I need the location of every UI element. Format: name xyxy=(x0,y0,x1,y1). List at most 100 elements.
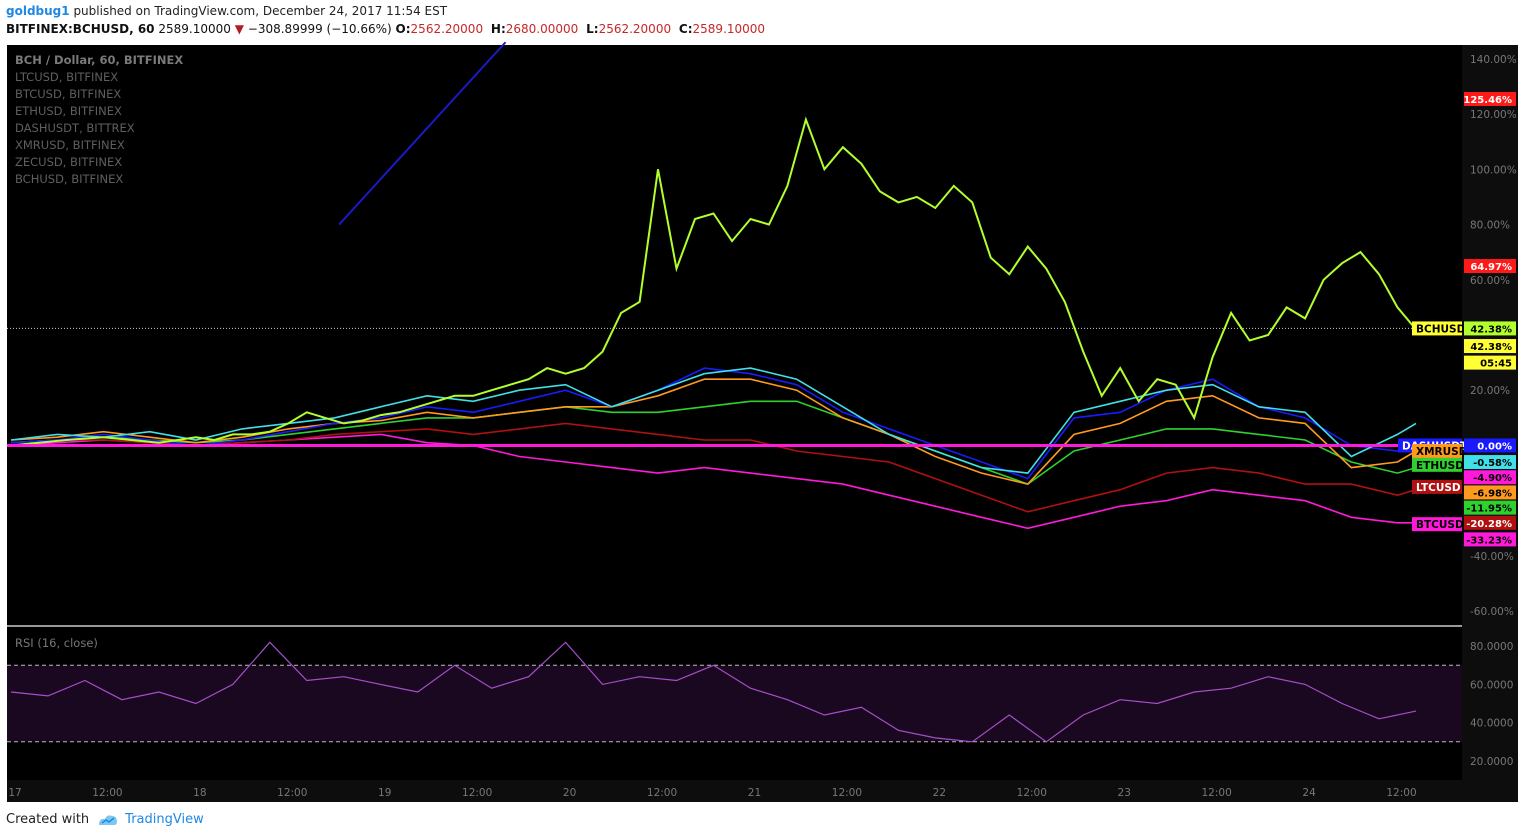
x-tick-label: 12:00 xyxy=(832,787,862,799)
y-tick-label: -40.00% xyxy=(1470,551,1514,563)
price-marker: 42.38% xyxy=(1470,324,1512,335)
x-tick-label: 18 xyxy=(193,787,206,799)
published-text: published on TradingView.com, December 2… xyxy=(73,4,448,18)
series-tag-ethusd: ETHUSD xyxy=(1416,460,1464,472)
price-marker-bg xyxy=(1464,355,1516,370)
rsi-line xyxy=(10,641,1417,743)
series-tag-bchusd: BCHUSD xyxy=(1416,323,1466,335)
legend-item: DASHUSDT, BITTREX xyxy=(15,121,135,135)
x-tick-label: 12:00 xyxy=(92,787,122,799)
price-axis-bg xyxy=(1462,45,1518,780)
series-line-xmrusd xyxy=(10,378,1417,485)
y-tick-label: 120.00% xyxy=(1470,109,1517,121)
rsi-y-tick-label: 40.0000 xyxy=(1470,718,1513,730)
x-tick-label: 24 xyxy=(1302,787,1316,799)
low-label: L: xyxy=(586,22,599,36)
legend-item: BTCUSD, BITFINEX xyxy=(15,87,121,101)
y-tick-label: 80.00% xyxy=(1470,220,1510,232)
x-tick-label: 12:00 xyxy=(277,787,307,799)
y-tick-label: 140.00% xyxy=(1470,54,1517,66)
high-value: 2680.00000 xyxy=(505,22,579,36)
tradingview-link[interactable]: TradingView xyxy=(97,812,204,827)
price-marker: 05:45 xyxy=(1480,359,1512,370)
price-marker: -33.23% xyxy=(1466,535,1512,546)
price-marker-bg xyxy=(1464,91,1516,106)
x-tick-label: 12:00 xyxy=(462,787,492,799)
x-tick-label: 12:00 xyxy=(1386,787,1416,799)
created-with-text: Created with xyxy=(6,812,90,827)
price-marker: -6.98% xyxy=(1473,488,1512,499)
y-tick-label: -60.00% xyxy=(1470,606,1514,618)
down-arrow-icon: ▼ xyxy=(234,22,244,36)
publish-info: goldbug1 published on TradingView.com, D… xyxy=(6,4,447,18)
price-change: −308.89999 (−10.66%) xyxy=(247,22,392,36)
x-tick-label: 17 xyxy=(8,787,21,799)
price-marker-bg xyxy=(1464,259,1516,274)
x-tick-label: 12:00 xyxy=(1202,787,1232,799)
y-tick-label: 20.00% xyxy=(1470,385,1510,397)
price-marker: -0.58% xyxy=(1473,458,1512,469)
legend-item: BCH / Dollar, 60, BITFINEX xyxy=(15,53,183,67)
price-marker: 42.38% xyxy=(1470,342,1512,353)
price-marker-bg xyxy=(1464,339,1516,354)
price-marker: -11.95% xyxy=(1466,504,1512,515)
x-tick-label: 22 xyxy=(933,787,946,799)
x-tick-label: 21 xyxy=(748,787,761,799)
price-marker-bg xyxy=(1464,515,1516,530)
x-tick-label: 19 xyxy=(378,787,391,799)
ohlc-bar: BITFINEX:BCHUSD, 60 2589.10000 ▼ −308.89… xyxy=(6,22,769,36)
tradingview-logo-icon xyxy=(99,814,118,825)
open-label: O: xyxy=(395,22,411,36)
price-marker-bg xyxy=(1464,438,1516,453)
x-tick-label: 20 xyxy=(563,787,576,799)
price-marker-bg xyxy=(1464,532,1516,547)
price-marker: 125.46% xyxy=(1463,95,1512,106)
rsi-y-tick-label: 80.0000 xyxy=(1470,641,1513,653)
series-tag-bg xyxy=(1412,444,1462,458)
close-value: 2589.10000 xyxy=(692,22,766,36)
y-tick-label: 60.00% xyxy=(1470,275,1510,287)
series-tag-btcusd: BTCUSD xyxy=(1416,519,1464,531)
tradingview-brand: TradingView xyxy=(125,812,204,827)
legend-item: LTCUSD, BITFINEX xyxy=(15,70,118,84)
high-label: H: xyxy=(490,22,506,36)
open-value: 2562.20000 xyxy=(410,22,484,36)
legend-item: BCHUSD, BITFINEX xyxy=(15,172,123,186)
series-tag-bg xyxy=(1412,517,1462,532)
legend-item: XMRUSD, BITFINEX xyxy=(15,138,125,152)
last-price: 2589.10000 xyxy=(158,22,231,36)
price-marker-bg xyxy=(1464,455,1516,470)
price-marker-bg xyxy=(1464,485,1516,500)
symbol-label: BITFINEX:BCHUSD, 60 xyxy=(6,22,155,36)
price-marker-bg xyxy=(1464,321,1516,336)
x-tick-label: 23 xyxy=(1118,787,1131,799)
price-marker-bg xyxy=(1464,470,1516,485)
series-tag-bg xyxy=(1412,321,1462,336)
series-line-bchusd xyxy=(10,116,1417,447)
series-line-ltcusd xyxy=(10,422,1417,513)
x-tick-label: 12:00 xyxy=(1017,787,1047,799)
main-pane-bg xyxy=(7,45,1462,625)
series-tag-bg xyxy=(1412,457,1462,472)
footer: Created with TradingView xyxy=(6,812,204,827)
series-tag-bg xyxy=(1412,479,1462,494)
rsi-label: RSI (16, close) xyxy=(15,636,98,650)
x-tick-label: 12:00 xyxy=(647,787,677,799)
low-value: 2562.20000 xyxy=(598,22,672,36)
legend-item: ETHUSD, BITFINEX xyxy=(15,104,122,118)
price-marker: 0.00% xyxy=(1477,441,1512,452)
rsi-band xyxy=(7,665,1462,742)
rsi-y-tick-label: 20.0000 xyxy=(1470,756,1513,768)
y-tick-label: 100.00% xyxy=(1470,164,1517,176)
price-marker: 64.97% xyxy=(1470,262,1512,273)
legend-item: ZECUSD, BITFINEX xyxy=(15,155,122,169)
close-label: C: xyxy=(678,22,693,36)
series-tag-xmrusd: XMRUSD xyxy=(1416,446,1468,458)
author-name[interactable]: goldbug1 xyxy=(6,4,70,18)
price-marker-bg xyxy=(1464,500,1516,515)
price-marker: -4.90% xyxy=(1473,473,1512,484)
price-marker: -20.28% xyxy=(1466,519,1512,530)
time-axis-bg xyxy=(7,780,1518,802)
trendline xyxy=(338,41,507,226)
